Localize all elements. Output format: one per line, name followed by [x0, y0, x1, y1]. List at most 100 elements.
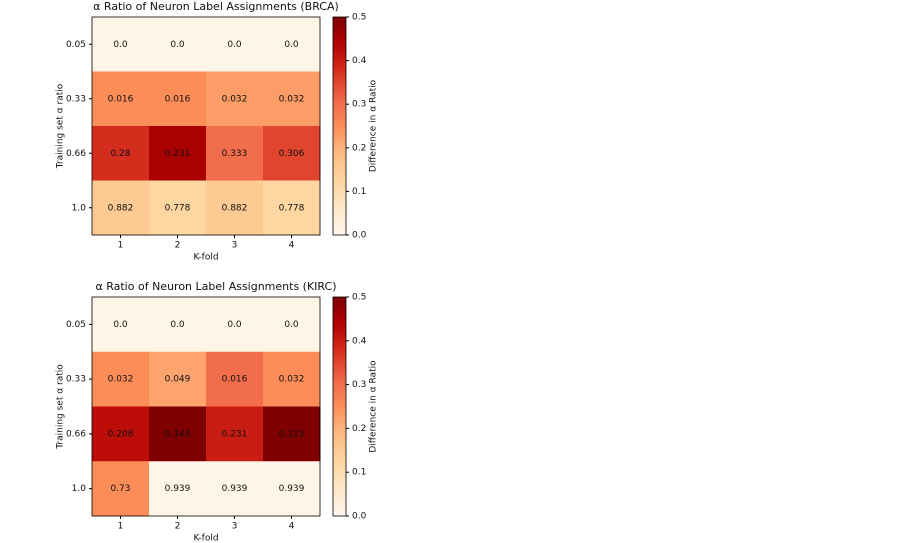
- heatmap-cell: [149, 17, 207, 72]
- heatmap-cell: [206, 297, 264, 353]
- cell-label: 0.882: [108, 203, 134, 213]
- y-tick-label: 0.05: [66, 40, 86, 50]
- heatmap-cell: [206, 17, 264, 72]
- heatmap-cell: [149, 180, 207, 236]
- cell-label: 0.0: [284, 320, 299, 330]
- chart-title: α Ratio of Neuron Label Assignments (KIR…: [95, 280, 336, 293]
- cell-label: 0.73: [110, 484, 130, 494]
- x-tick-label: 2: [175, 241, 181, 251]
- cell-label: 0.0: [227, 40, 242, 50]
- cell-label: 0.333: [222, 149, 248, 159]
- cell-label: 0.049: [165, 375, 191, 385]
- heatmap-cell: [263, 297, 321, 353]
- plot-frame: [91, 296, 321, 517]
- heatmap-cell: [206, 351, 264, 407]
- y-tick-label: 0.33: [66, 94, 86, 104]
- heatmap-cell: [92, 461, 150, 517]
- y-tick-label: 1.0: [72, 203, 87, 213]
- colorbar-tick-label: 0.1: [352, 187, 366, 197]
- cell-label: 0.0: [113, 320, 128, 330]
- colorbar-tick-label: 0.4: [352, 336, 367, 346]
- heatmap-cell: [92, 126, 150, 181]
- heatmap-cell: [263, 126, 321, 181]
- y-tick-label: 0.05: [66, 320, 86, 330]
- heatmap-cell: [206, 180, 264, 236]
- y-axis-label: Training set α ratio: [56, 364, 66, 450]
- chart-title: α Ratio of Neuron Label Assignments (BRC…: [93, 0, 339, 13]
- x-tick-label: 2: [175, 522, 181, 532]
- x-tick-label: 4: [289, 241, 295, 251]
- heatmap-cell: [92, 406, 150, 462]
- heatmap-cell: [206, 406, 264, 462]
- heatmap-cell: [206, 71, 264, 127]
- x-tick-label: 3: [232, 522, 238, 532]
- heatmap-cell: [263, 17, 321, 72]
- heatmap-cell: [263, 351, 321, 407]
- colorbar-tick-label: 0.3: [352, 100, 366, 110]
- cell-label: 0.0: [170, 40, 185, 50]
- heatmap-cell: [92, 180, 150, 236]
- cell-label: 0.123: [279, 429, 305, 439]
- colorbar-tick-label: 0.2: [352, 424, 366, 434]
- cell-label: 0.032: [108, 375, 134, 385]
- cell-label: 0.032: [279, 375, 305, 385]
- heatmap-cell: [92, 297, 150, 353]
- cell-label: 0.143: [165, 429, 191, 439]
- y-tick-label: 1.0: [72, 484, 87, 494]
- colorbar-label: Difference in α Ratio: [369, 79, 379, 172]
- colorbar-tick-label: 0.0: [352, 231, 367, 241]
- y-axis-label: Training set α ratio: [56, 83, 66, 169]
- x-axis-label: K-fold: [193, 534, 218, 543]
- x-tick-label: 1: [118, 522, 124, 532]
- heatmap-cell: [92, 351, 150, 407]
- plot-frame: [91, 16, 321, 236]
- heatmap-cell: [149, 461, 207, 517]
- cell-label: 0.939: [222, 484, 248, 494]
- cell-label: 0.778: [165, 203, 191, 213]
- cell-label: 0.306: [279, 149, 305, 159]
- y-tick-label: 0.66: [66, 429, 86, 439]
- heatmap-cell: [263, 461, 321, 517]
- x-tick-label: 3: [232, 241, 238, 251]
- heatmap-cell: [263, 71, 321, 127]
- colorbar-tick-label: 0.5: [352, 293, 366, 303]
- heatmap-cell: [149, 297, 207, 353]
- heatmap-cell: [92, 17, 150, 72]
- heatmap-cell: [263, 406, 321, 462]
- cell-label: 0.016: [108, 94, 134, 104]
- colorbar-tick-label: 0.3: [352, 380, 366, 390]
- cell-label: 0.032: [279, 94, 305, 104]
- x-tick-label: 4: [289, 522, 295, 532]
- colorbar-label: Difference in α Ratio: [369, 360, 379, 453]
- cell-label: 0.0: [284, 40, 299, 50]
- colorbar: [332, 296, 347, 517]
- colorbar-tick-label: 0.0: [352, 512, 367, 522]
- colorbar: [332, 16, 347, 236]
- cell-label: 0.208: [108, 429, 134, 439]
- colorbar-tick-label: 0.5: [352, 13, 366, 23]
- x-axis-label: K-fold: [193, 253, 218, 263]
- cell-label: 0.231: [165, 149, 191, 159]
- heatmap-cell: [92, 71, 150, 127]
- heatmap-cell: [206, 126, 264, 181]
- heatmap-cell: [149, 351, 207, 407]
- cell-label: 0.0: [227, 320, 242, 330]
- cell-label: 0.939: [279, 484, 305, 494]
- colorbar-tick-label: 0.4: [352, 56, 367, 66]
- cell-label: 0.016: [222, 375, 248, 385]
- heatmap-cell: [149, 406, 207, 462]
- heatmap-cell: [206, 461, 264, 517]
- y-tick-label: 0.33: [66, 375, 86, 385]
- colorbar-tick-label: 0.2: [352, 143, 366, 153]
- x-tick-label: 1: [118, 241, 124, 251]
- cell-label: 0.28: [110, 149, 130, 159]
- cell-label: 0.0: [113, 40, 128, 50]
- cell-label: 0.231: [222, 429, 248, 439]
- heatmap-cell: [149, 126, 207, 181]
- cell-label: 0.0: [170, 320, 185, 330]
- cell-label: 0.882: [222, 203, 248, 213]
- cell-label: 0.016: [165, 94, 191, 104]
- cell-label: 0.939: [165, 484, 191, 494]
- heatmap-cell: [149, 71, 207, 127]
- heatmap-cell: [263, 180, 321, 236]
